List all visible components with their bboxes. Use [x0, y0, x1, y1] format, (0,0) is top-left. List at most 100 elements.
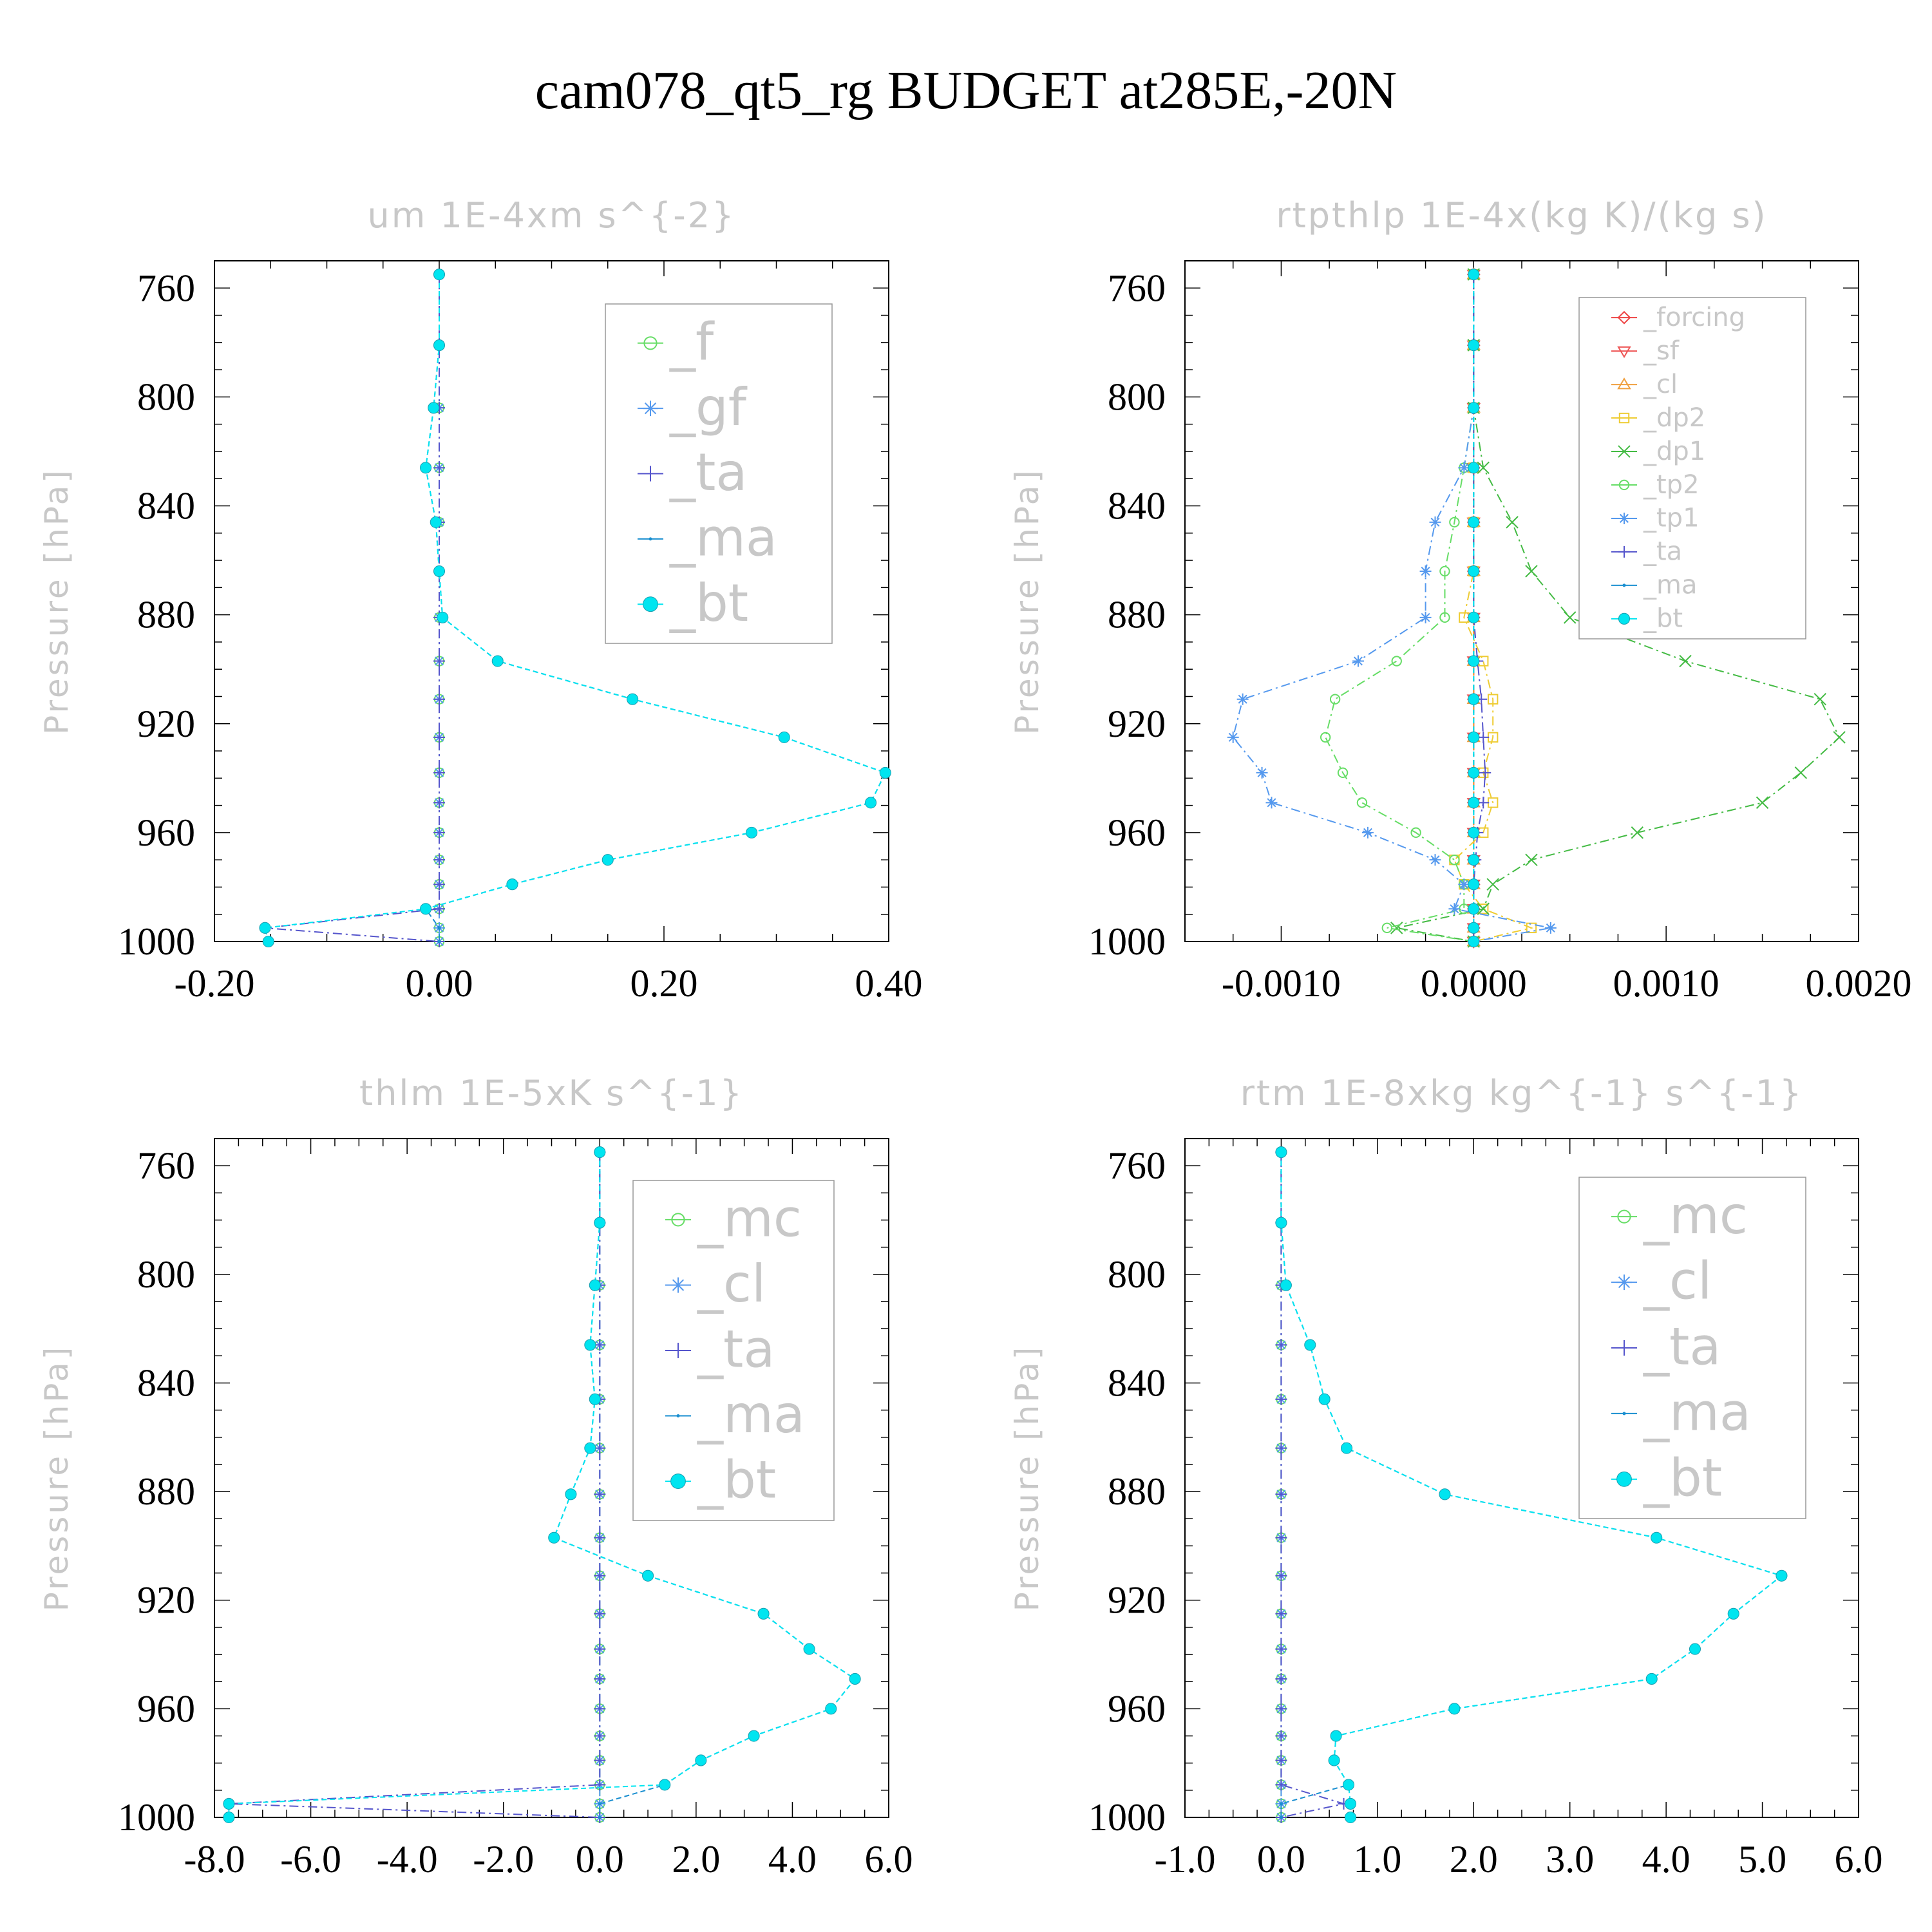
y-tick-label: 1000 [1088, 1796, 1166, 1839]
x-tick-label: 0.20 [630, 962, 698, 1005]
data-point-tp1 [1265, 797, 1278, 809]
data-point-tp1 [1236, 693, 1249, 705]
y-tick-label: 880 [1108, 1470, 1166, 1513]
data-point-ta [433, 797, 445, 809]
series-line-ta [1280, 1152, 1347, 1818]
data-point-tp2 [1320, 732, 1331, 743]
legend-label: _forcing [1643, 303, 1745, 332]
data-point-bt [1304, 1339, 1316, 1351]
data-point-bt [259, 922, 271, 934]
data-point-ta [1275, 1607, 1287, 1620]
data-point-bt [849, 1672, 861, 1685]
data-point-ta [594, 1703, 606, 1715]
x-tick-label: 0.0 [1257, 1838, 1305, 1880]
x-tick-label: 1.0 [1353, 1838, 1401, 1880]
series-line-tp1 [1232, 274, 1551, 942]
data-point-bt [1651, 1531, 1663, 1544]
data-point-ta [1275, 1703, 1287, 1715]
data-point-bt [491, 655, 504, 667]
legend-marker [643, 596, 658, 612]
data-point-bt [1468, 731, 1480, 743]
data-point-bt [757, 1607, 770, 1620]
y-tick-label: 880 [137, 594, 195, 636]
y-tick-label: 920 [1108, 703, 1166, 745]
y-tick-label: 920 [137, 1579, 195, 1622]
data-point-ta [594, 1643, 606, 1655]
legend-label: _cl [697, 1254, 766, 1314]
legend-marker [1622, 1412, 1626, 1416]
x-tick-label: 0.40 [855, 962, 923, 1005]
y-axis-label: Pressure [hPa] [38, 1345, 75, 1612]
data-point-bt [565, 1488, 577, 1501]
y-tick-label: 800 [137, 375, 195, 418]
data-point-ta [594, 1779, 606, 1791]
data-point-bt [584, 1339, 596, 1351]
legend-label: _dp2 [1643, 403, 1705, 433]
legend-marker [1618, 512, 1630, 524]
data-point-ma [1279, 1815, 1283, 1819]
data-point-bt [433, 269, 446, 281]
data-point-bt [584, 1442, 596, 1454]
data-point-ta [1479, 766, 1492, 779]
data-point-dp1 [1525, 853, 1538, 866]
data-point-bt [1776, 1569, 1788, 1582]
legend-marker [1622, 583, 1626, 587]
data-point-bt [1468, 339, 1480, 352]
data-point-tp1 [1448, 903, 1461, 915]
data-point-bt [1330, 1730, 1342, 1742]
legend-label: _f [669, 312, 715, 372]
x-tick-label: 4.0 [1642, 1838, 1690, 1880]
data-point-dp1 [1525, 565, 1538, 578]
data-point-dp1 [1506, 516, 1519, 529]
x-tick-label: 0.0010 [1613, 962, 1719, 1005]
data-point-bt [627, 693, 639, 705]
data-point-dp1 [1814, 693, 1826, 706]
data-point-bt [746, 826, 758, 838]
data-point-bt [1468, 935, 1480, 948]
data-point-bt [748, 1730, 760, 1742]
data-point-bt [1468, 693, 1480, 705]
data-point-tp1 [1419, 565, 1432, 577]
data-point-bt [1318, 1393, 1331, 1405]
data-point-bt [642, 1569, 654, 1582]
legend-label: _ta [1643, 1317, 1721, 1377]
legend-marker [643, 336, 658, 350]
legend-label: _cl [1643, 1251, 1712, 1311]
x-tick-label: 2.0 [672, 1838, 720, 1880]
legend-marker [676, 1414, 680, 1418]
panel-title: rtpthlp 1E-4x(kg K)/(kg s) [1276, 195, 1767, 236]
data-point-bt [223, 1811, 235, 1824]
data-point-dp1 [1679, 654, 1692, 668]
data-point-bt [879, 766, 891, 779]
legend-label: _tp2 [1643, 470, 1700, 500]
data-point-bt [420, 462, 432, 474]
data-point-tp1 [1544, 922, 1557, 934]
data-point-tp1 [1256, 766, 1268, 779]
data-point-tp1 [1458, 878, 1470, 891]
legend-marker [1618, 479, 1630, 491]
data-point-bt [1645, 1672, 1658, 1685]
data-point-bt [1275, 1217, 1287, 1229]
data-point-bt [548, 1531, 560, 1544]
data-point-tp2 [1337, 767, 1349, 779]
y-tick-label: 1000 [118, 1796, 195, 1839]
y-tick-label: 960 [1108, 811, 1166, 854]
data-point-bt [1448, 1703, 1461, 1715]
y-tick-label: 920 [137, 703, 195, 745]
legend-label: _sf [1643, 336, 1680, 366]
data-point-bt [594, 1217, 606, 1229]
data-point-ta [1275, 1393, 1287, 1405]
data-point-ta [433, 766, 445, 779]
y-tick-label: 760 [1108, 267, 1166, 309]
legend-marker [1618, 545, 1630, 558]
y-tick-label: 840 [137, 485, 195, 527]
data-point-bt [825, 1703, 837, 1715]
data-point-bt [1468, 516, 1480, 528]
data-point-dp1 [1477, 461, 1490, 475]
legend-label: _bt [697, 1450, 776, 1510]
data-point-bt [1342, 1779, 1355, 1791]
x-tick-label: -8.0 [184, 1838, 245, 1880]
data-point-dp1 [1756, 796, 1769, 810]
data-point-bt [1468, 611, 1480, 623]
